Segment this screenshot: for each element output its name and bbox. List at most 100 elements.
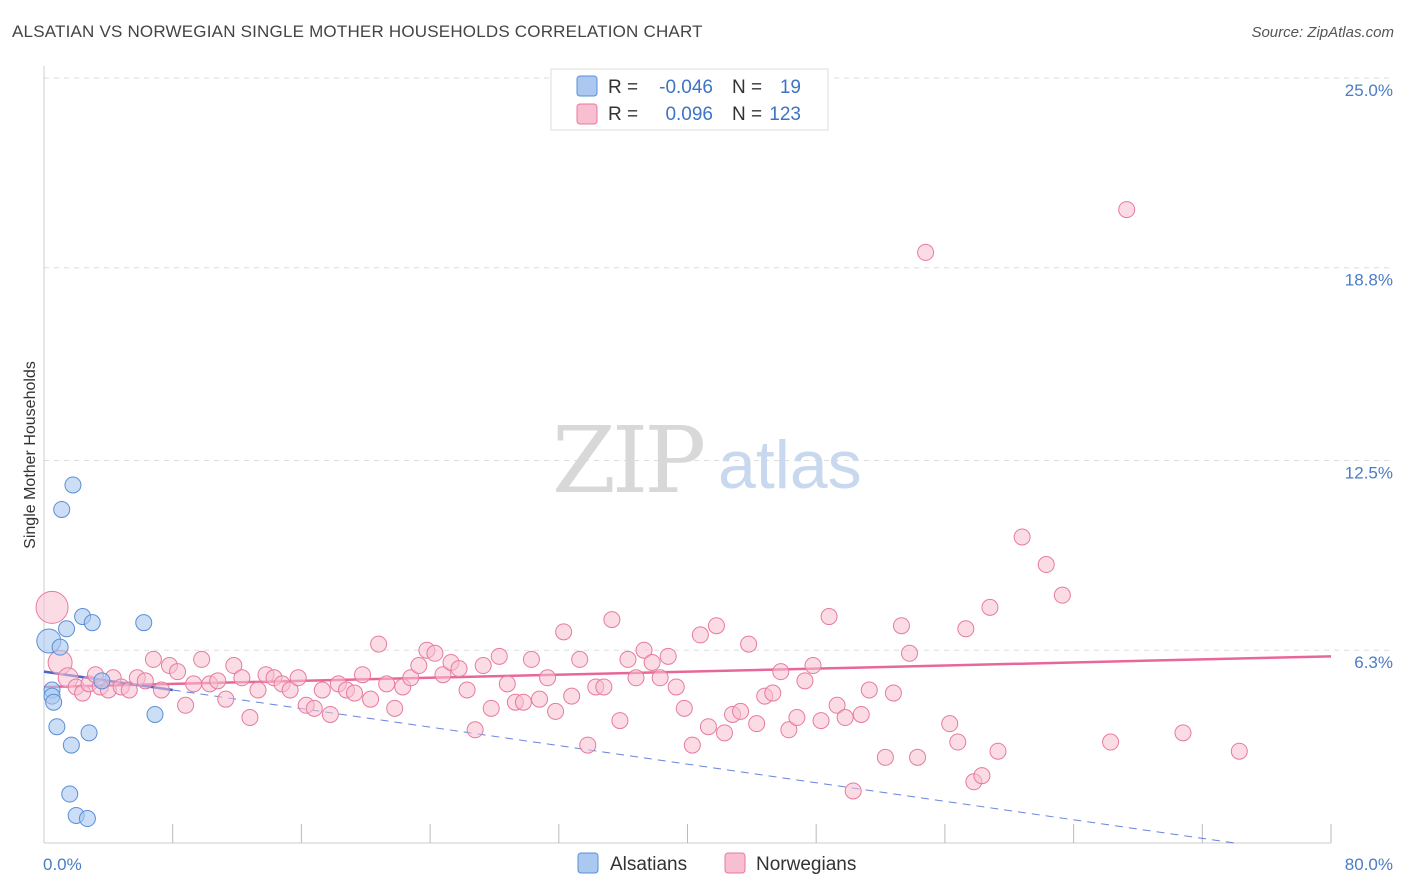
norwegian-point: [699, 718, 717, 736]
norwegian-point: [378, 675, 396, 693]
legend-swatch-norwegian: [724, 852, 746, 874]
alsatian-point: [80, 724, 98, 742]
norwegian-point: [185, 675, 203, 693]
norwegian-point: [1013, 528, 1031, 546]
norwegian-point: [860, 681, 878, 699]
norwegian-point: [941, 715, 959, 733]
norwegian-point: [450, 660, 468, 678]
norwegian-point: [917, 243, 935, 261]
norwegian-point: [603, 611, 621, 629]
norwegian-point: [716, 724, 734, 742]
norwegian-point: [852, 705, 870, 723]
norwegian-point: [35, 590, 69, 624]
norwegian-point: [1118, 201, 1136, 219]
norwegian-point: [675, 699, 693, 717]
norwegian-point: [249, 681, 267, 699]
alsatian-point: [48, 718, 66, 736]
y-tick-label: 12.5%: [1345, 464, 1393, 483]
axis-layer: 6.3% 12.5% 18.8% 25.0% 0.0% 80.0%: [43, 66, 1393, 874]
alsatian-trend-extension: [172, 689, 1235, 844]
norwegian-point: [305, 699, 323, 717]
norwegian-point: [796, 672, 814, 690]
watermark: ZIP atlas: [552, 407, 862, 514]
norwegian-point: [643, 653, 661, 671]
norwegian-point: [651, 669, 669, 687]
stats-swatch-alsatian: [576, 75, 598, 97]
norwegian-point: [892, 617, 910, 635]
norwegian-point: [563, 687, 581, 705]
norwegian-point: [595, 678, 613, 696]
norwegian-point: [1174, 724, 1192, 742]
stats-box: R = -0.046 N = 19 R = 0.096 N = 123: [550, 68, 829, 131]
norwegian-point: [402, 669, 420, 687]
norwegian-point: [949, 733, 967, 751]
norwegian-point: [345, 684, 363, 702]
norwegian-point: [313, 681, 331, 699]
norwegian-point: [217, 690, 235, 708]
norwegian-point: [804, 657, 822, 675]
norwegian-point: [884, 684, 902, 702]
alsatian-point: [51, 638, 69, 656]
norwegian-point: [957, 620, 975, 638]
norwegian-point: [530, 690, 548, 708]
norwegian-point: [571, 650, 589, 668]
norwegian-point: [539, 669, 557, 687]
norwegian-point: [876, 748, 894, 766]
norwegian-point: [901, 644, 919, 662]
stats-r-value-norwegian: 0.096: [665, 104, 713, 125]
legend-label-alsatian: Alsatians: [610, 854, 687, 875]
norwegian-point: [659, 647, 677, 665]
norwegian-point: [152, 681, 170, 699]
point-layer: [35, 201, 1248, 828]
stats-n-value-alsatian: 19: [780, 77, 801, 98]
norwegian-point: [370, 635, 388, 653]
chart-title: ALSATIAN VS NORWEGIAN SINGLE MOTHER HOUS…: [12, 22, 703, 41]
norwegian-point: [233, 669, 251, 687]
norwegian-point: [820, 608, 838, 626]
norwegian-point: [522, 650, 540, 668]
alsatian-point: [146, 705, 164, 723]
norwegian-point: [909, 748, 927, 766]
norwegian-point: [764, 684, 782, 702]
norwegian-point: [611, 712, 629, 730]
norwegian-point: [225, 657, 243, 675]
norwegian-point: [1037, 556, 1055, 574]
alsatian-point: [78, 810, 96, 828]
norwegian-point: [667, 678, 685, 696]
norwegian-point: [144, 650, 162, 668]
norwegian-point: [555, 623, 573, 641]
norwegian-point: [426, 644, 444, 662]
norwegian-point: [120, 681, 138, 699]
norwegian-point: [981, 598, 999, 616]
watermark-zip: ZIP: [552, 407, 703, 514]
norwegian-point: [973, 767, 991, 785]
norwegian-point: [772, 663, 790, 681]
norwegian-point: [627, 669, 645, 687]
alsatian-point: [61, 785, 79, 803]
norwegian-point: [281, 681, 299, 699]
norwegian-point: [683, 736, 701, 754]
norwegian-point: [169, 663, 187, 681]
norwegian-point: [354, 666, 372, 684]
norwegian-point: [707, 617, 725, 635]
watermark-atlas: atlas: [718, 427, 862, 503]
norwegian-point: [386, 699, 404, 717]
legend-label-norwegian: Norwegians: [756, 854, 856, 875]
stats-n-label-alsatian: N =: [732, 77, 762, 98]
norwegian-point: [740, 635, 758, 653]
norwegian-point: [989, 742, 1007, 760]
norwegian-point: [482, 699, 500, 717]
norwegian-point: [732, 702, 750, 720]
norwegian-point: [434, 666, 452, 684]
alsatian-point: [62, 736, 80, 754]
norwegian-point: [136, 672, 154, 690]
norwegian-point: [474, 657, 492, 675]
grid-layer: [44, 77, 1392, 651]
stats-r-label-norwegian: R =: [608, 104, 638, 125]
norwegian-point: [547, 702, 565, 720]
norwegian-point: [1102, 733, 1120, 751]
stats-r-value-alsatian: -0.046: [659, 77, 713, 98]
norwegian-point: [836, 709, 854, 727]
alsatian-point: [93, 672, 111, 690]
